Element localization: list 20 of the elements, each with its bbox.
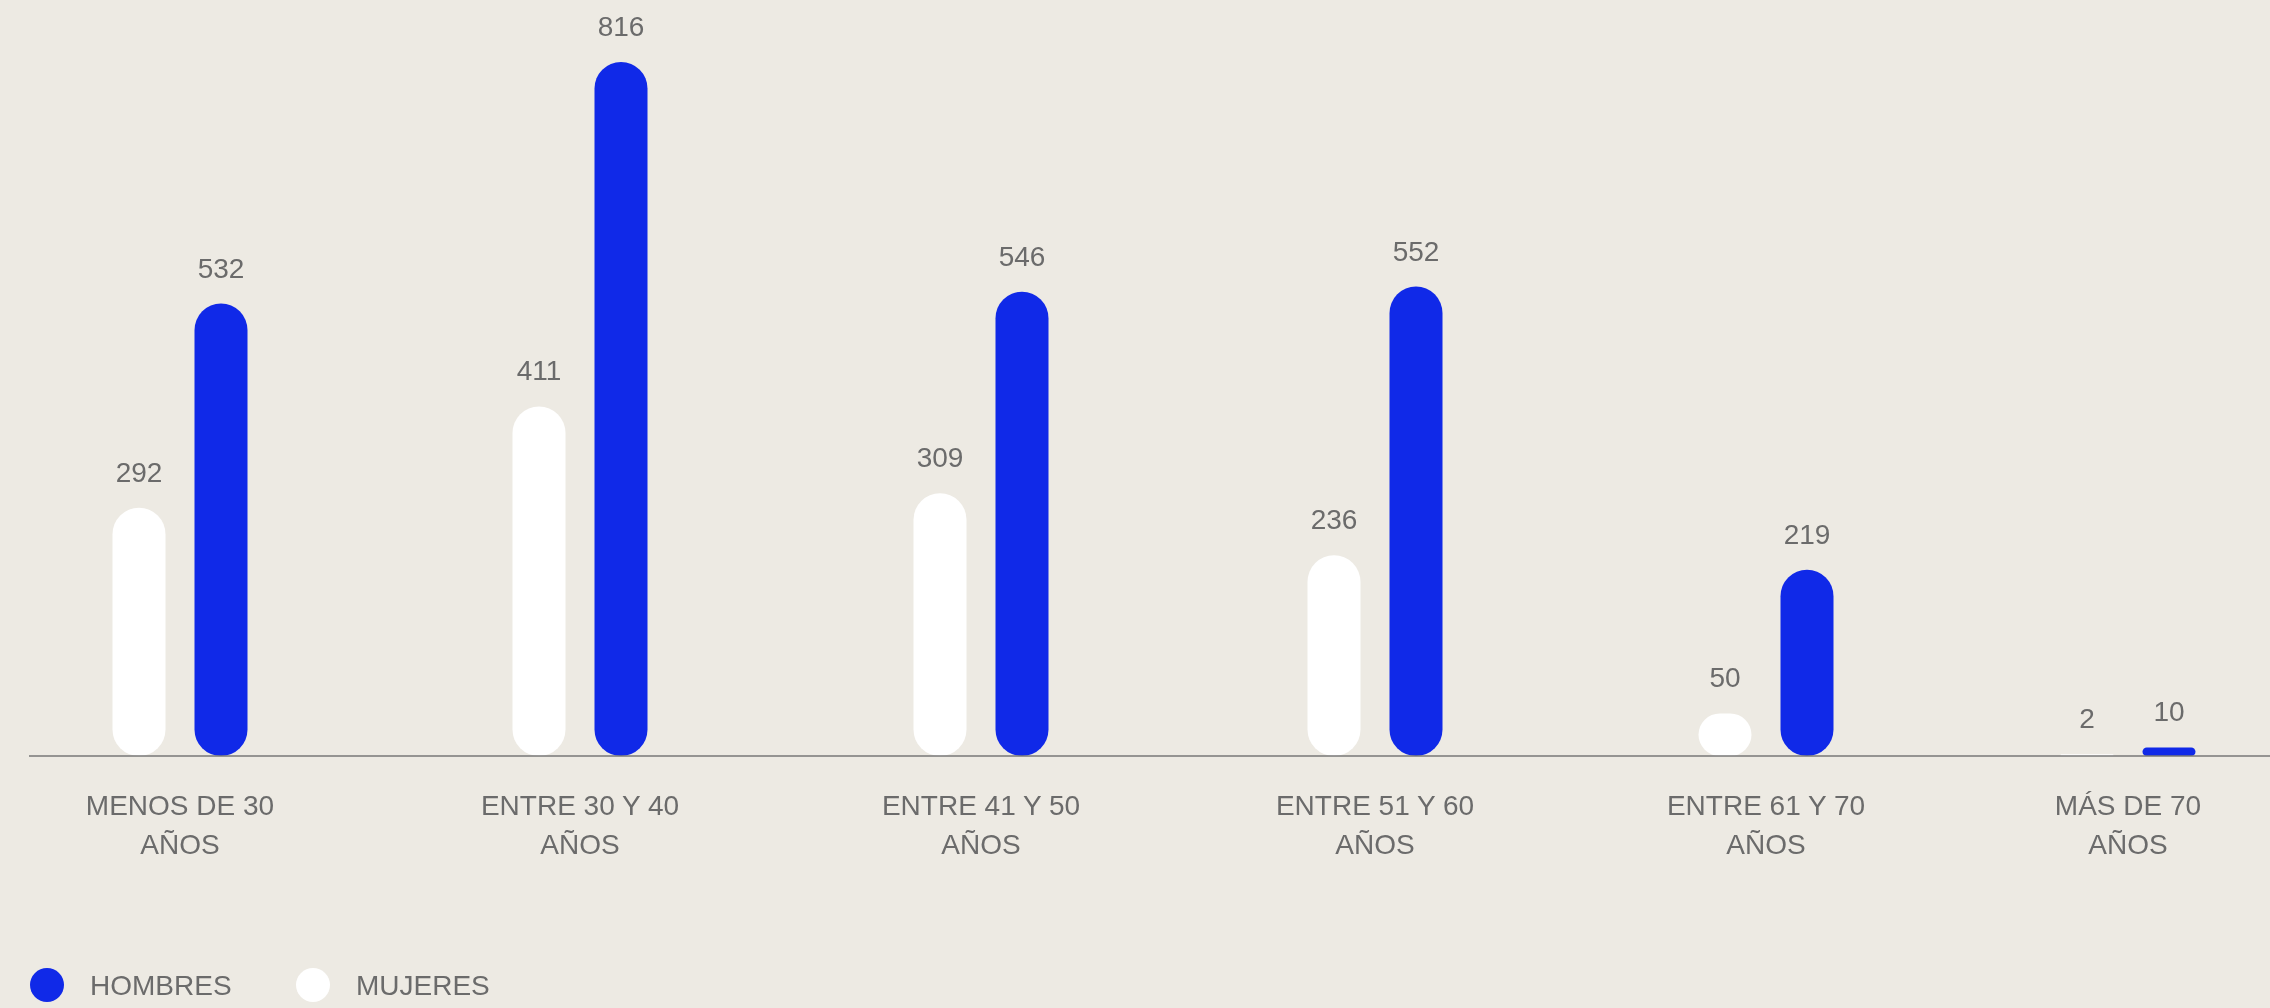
data-label: 546 (998, 240, 1046, 272)
data-label: 236 (1310, 504, 1358, 536)
data-label: 50 (1709, 662, 1741, 694)
legend-label: HOMBRES (90, 970, 232, 1001)
x-tick-label: MÁS DE 70 AÑOS (2054, 790, 2202, 860)
data-label: 816 (597, 11, 645, 42)
x-tick-label: ENTRE 41 Y 50 AÑOS (881, 790, 1081, 860)
data-label: 292 (115, 456, 163, 488)
data-label: 552 (1392, 235, 1440, 267)
legend-label: MUJERES (356, 970, 490, 1001)
x-tick-label: ENTRE 51 Y 60 AÑOS (1275, 790, 1475, 860)
x-tick-label: ENTRE 61 Y 70 AÑOS (1666, 790, 1866, 860)
data-label: 2 (2079, 703, 2095, 735)
data-label: 10 (2153, 696, 2185, 728)
data-label: 309 (916, 442, 964, 474)
data-label: 411 (516, 355, 562, 387)
data-label: 219 (1783, 518, 1831, 550)
x-tick-label: ENTRE 30 Y 40 AÑOS (480, 790, 680, 860)
data-label: 532 (197, 252, 245, 284)
x-tick-label: MENOS DE 30 AÑOS (85, 790, 275, 860)
